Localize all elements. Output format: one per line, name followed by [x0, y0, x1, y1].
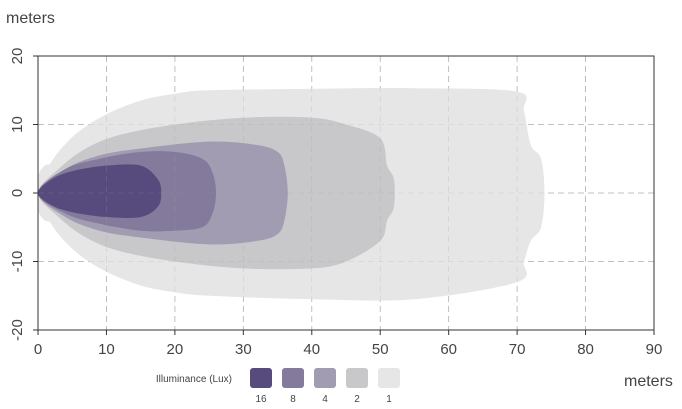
legend-swatch-4: [314, 368, 336, 388]
legend-title: Illuminance (Lux): [156, 374, 232, 385]
x-axis-label: meters: [624, 373, 673, 390]
legend-label-2: 2: [354, 394, 360, 405]
y-tick-label: -10: [9, 251, 26, 273]
legend-label-1: 1: [386, 394, 392, 405]
legend-swatch-8: [282, 368, 304, 388]
tick-labels: 0 10 20 30 40 50 60 70 80 90 20 10 0 -10 -20: [9, 48, 662, 358]
legend-label-8: 8: [290, 394, 296, 405]
legend-swatch-1: [378, 368, 400, 388]
y-tick-label: 10: [9, 116, 26, 133]
y-axis-label: meters: [6, 10, 55, 27]
x-tick-label: 90: [646, 341, 663, 358]
legend-swatch-2: [346, 368, 368, 388]
x-tick-label: 20: [167, 341, 184, 358]
x-tick-label: 70: [509, 341, 526, 358]
y-tick-label: 20: [9, 48, 26, 65]
contour-16-lux: [38, 164, 162, 218]
legend-label-16: 16: [255, 394, 267, 405]
legend-label-4: 4: [322, 394, 328, 405]
y-tick-label: -20: [9, 319, 26, 341]
x-tick-label: 10: [98, 341, 115, 358]
legend-swatch-16: [250, 368, 272, 388]
x-tick-label: 0: [34, 341, 42, 358]
x-tick-label: 40: [303, 341, 320, 358]
legend: Illuminance (Lux) 16 8 4 2 1: [156, 368, 400, 405]
plot-area: [37, 55, 655, 331]
x-tick-label: 80: [577, 341, 594, 358]
x-tick-label: 30: [235, 341, 252, 358]
x-tick-label: 50: [372, 341, 389, 358]
y-tick-label: 0: [9, 189, 26, 197]
x-tick-label: 60: [440, 341, 457, 358]
